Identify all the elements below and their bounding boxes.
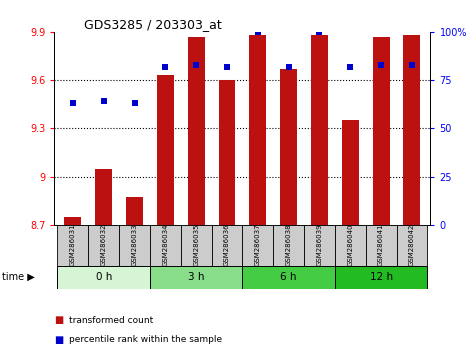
Bar	[64, 217, 81, 225]
Text: 12 h: 12 h	[369, 272, 393, 282]
Text: 0 h: 0 h	[96, 272, 112, 282]
Text: GSM286039: GSM286039	[316, 224, 323, 267]
Bar	[366, 225, 396, 266]
Text: GSM286032: GSM286032	[101, 224, 107, 267]
Bar	[304, 225, 335, 266]
Bar	[211, 225, 243, 266]
Point	[162, 64, 169, 69]
Bar	[243, 225, 273, 266]
Bar	[219, 80, 236, 225]
Text: GSM286035: GSM286035	[193, 224, 199, 267]
Text: 6 h: 6 h	[280, 272, 297, 282]
Point	[377, 62, 385, 68]
Text: GSM286041: GSM286041	[378, 224, 384, 267]
Bar	[88, 225, 119, 266]
Bar	[58, 225, 88, 266]
Text: transformed count: transformed count	[69, 316, 153, 325]
Point	[100, 98, 107, 104]
Text: GSM286037: GSM286037	[255, 224, 261, 267]
Text: GDS3285 / 203303_at: GDS3285 / 203303_at	[85, 18, 222, 31]
Bar	[396, 225, 427, 266]
Bar	[373, 37, 390, 225]
Bar	[243, 266, 335, 289]
Bar	[249, 35, 266, 225]
Text: GSM286042: GSM286042	[409, 224, 415, 266]
Text: GSM286036: GSM286036	[224, 224, 230, 267]
Bar	[311, 35, 328, 225]
Point	[193, 62, 200, 68]
Bar	[157, 75, 174, 225]
Text: 3 h: 3 h	[188, 272, 204, 282]
Text: ■: ■	[54, 335, 64, 345]
Bar	[119, 225, 150, 266]
Text: GSM286033: GSM286033	[131, 224, 138, 267]
Bar	[273, 225, 304, 266]
Bar	[403, 35, 420, 225]
Text: GSM286034: GSM286034	[162, 224, 168, 267]
Bar	[150, 225, 181, 266]
Bar	[335, 225, 366, 266]
Text: GSM286038: GSM286038	[286, 224, 292, 267]
Point	[223, 64, 231, 69]
Point	[408, 62, 416, 68]
Point	[285, 64, 292, 69]
Point	[254, 29, 262, 35]
Point	[315, 29, 323, 35]
Bar	[181, 225, 211, 266]
Text: GSM286040: GSM286040	[347, 224, 353, 267]
Text: time ▶: time ▶	[2, 272, 35, 282]
Text: GSM286031: GSM286031	[70, 224, 76, 267]
Point	[347, 64, 354, 69]
Bar	[58, 266, 150, 289]
Text: percentile rank within the sample: percentile rank within the sample	[69, 335, 222, 344]
Point	[69, 101, 77, 106]
Bar	[150, 266, 243, 289]
Bar	[95, 169, 112, 225]
Bar	[188, 37, 205, 225]
Bar	[126, 198, 143, 225]
Bar	[280, 69, 297, 225]
Point	[131, 101, 138, 106]
Bar	[342, 120, 359, 225]
Bar	[335, 266, 427, 289]
Text: ■: ■	[54, 315, 64, 325]
